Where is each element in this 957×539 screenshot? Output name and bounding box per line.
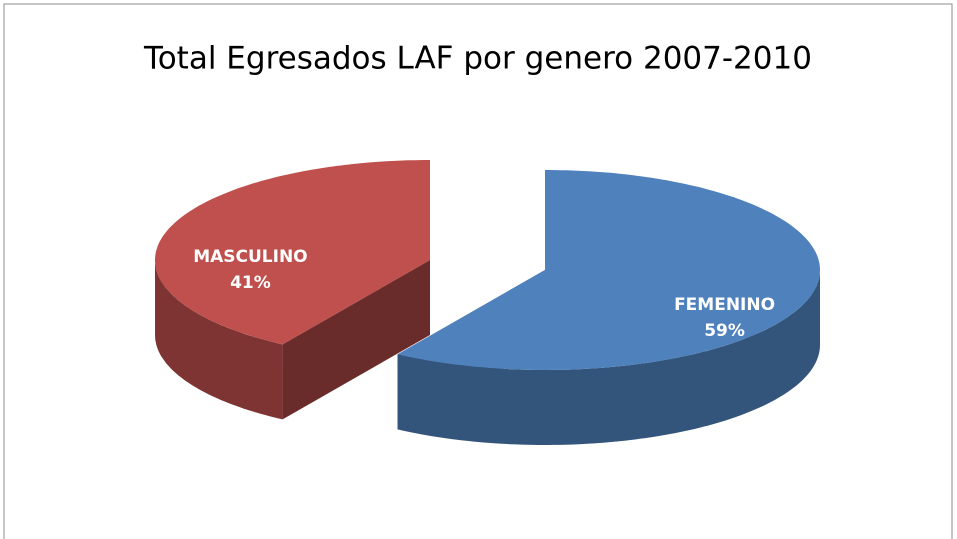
slice-label: MASCULINO [193,247,307,267]
slice-side [282,260,430,420]
pie-slice [397,170,820,445]
slice-label: FEMENINO [674,295,775,315]
chart-title: Total Egresados LAF por genero 2007-2010 [143,41,812,77]
slice-wall [155,260,283,420]
slice-value-label: 59% [704,321,745,341]
slice-top [397,170,820,370]
slice-value-label: 41% [230,273,271,293]
pie-slice [155,160,430,420]
slice-wall [397,270,820,445]
slice-top [155,160,430,345]
